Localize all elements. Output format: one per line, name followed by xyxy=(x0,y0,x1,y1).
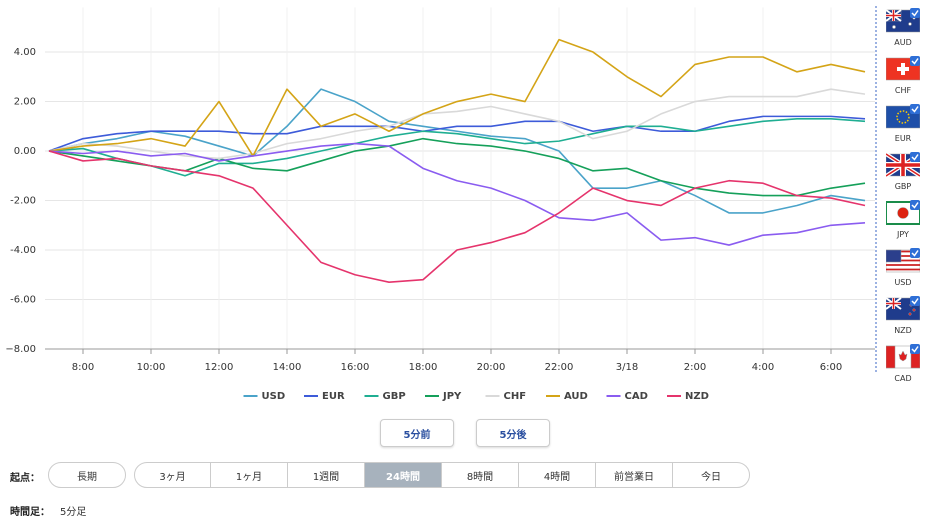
series-line xyxy=(48,88,866,214)
series-line xyxy=(48,142,866,246)
legend-label: AUD xyxy=(564,391,588,402)
y-tick-label: -2.00 xyxy=(10,196,36,207)
x-tick-label: 3/18 xyxy=(616,362,638,373)
start-option[interactable]: 8時間 xyxy=(441,462,519,488)
series-line xyxy=(48,137,866,197)
y-tick-label: 0.00 xyxy=(14,146,36,157)
flag-icon xyxy=(885,104,921,129)
flag-icon xyxy=(885,200,921,225)
currency-toggle[interactable]: AUD xyxy=(885,8,921,47)
currency-toggle[interactable]: CHF xyxy=(885,56,921,95)
flag-icon xyxy=(885,8,921,33)
nav-button[interactable]: 5分前 xyxy=(380,419,454,447)
currency-label: AUD xyxy=(894,38,912,47)
legend-label: EUR xyxy=(322,391,345,402)
currency-label: CAD xyxy=(894,374,912,383)
start-option[interactable]: 4時間 xyxy=(518,462,596,488)
x-tick-label: 6:00 xyxy=(820,362,842,373)
series-line xyxy=(48,88,866,160)
series-line xyxy=(48,38,866,157)
timeframe-label: 時間足： xyxy=(10,507,50,518)
flag-icon xyxy=(885,296,921,321)
start-option[interactable]: 3ヶ月 xyxy=(134,462,211,488)
legend-label: JPY xyxy=(442,391,462,402)
series-line xyxy=(48,150,866,283)
flag-icon xyxy=(885,248,921,273)
currency-toggle[interactable]: USD xyxy=(885,248,921,287)
y-tick-label: -4.00 xyxy=(10,245,36,256)
x-tick-label: 12:00 xyxy=(205,362,234,373)
y-tick-label: 4.00 xyxy=(14,47,36,58)
timeframe-value: 5分足 xyxy=(60,507,87,518)
currency-label: CHF xyxy=(894,86,912,95)
currency-label: EUR xyxy=(894,134,912,143)
y-tick-label: 2.00 xyxy=(14,97,36,108)
x-tick-label: 8:00 xyxy=(72,362,94,373)
currency-toggle[interactable]: NZD xyxy=(885,296,921,335)
start-option[interactable]: 今日 xyxy=(672,462,750,488)
legend-label: CAD xyxy=(625,391,648,402)
legend-label: NZD xyxy=(685,391,709,402)
legend-label: USD xyxy=(262,391,286,402)
currency-label: GBP xyxy=(894,182,912,191)
y-tick-label: -6.00 xyxy=(10,295,36,306)
currency-toggle[interactable]: EUR xyxy=(885,104,921,143)
start-label: 起点： xyxy=(10,473,40,484)
start-option[interactable]: 24時間 xyxy=(364,462,442,488)
currency-label: USD xyxy=(894,278,912,287)
x-tick-label: 20:00 xyxy=(477,362,506,373)
flag-icon xyxy=(885,56,921,81)
flag-icon xyxy=(884,152,922,178)
x-tick-label: 14:00 xyxy=(273,362,302,373)
x-tick-label: 22:00 xyxy=(545,362,574,373)
start-option[interactable]: 1ヶ月 xyxy=(210,462,288,488)
nav-button[interactable]: 5分後 xyxy=(476,419,550,447)
legend-label: CHF xyxy=(504,391,527,402)
start-option[interactable]: 1週間 xyxy=(287,462,365,488)
series-line xyxy=(48,118,866,177)
y-tick-label: −8.00 xyxy=(5,344,36,355)
legend-label: GBP xyxy=(383,391,406,402)
x-tick-label: 18:00 xyxy=(409,362,438,373)
chart: 4.00 2.00 0.00 -2.00 -4.00 -6.00 −8.00 8:00 10:0… xyxy=(5,6,877,402)
currency-label: NZD xyxy=(894,326,912,335)
flag-icon xyxy=(885,344,921,369)
x-tick-label: 10:00 xyxy=(137,362,166,373)
long-term-button[interactable]: 長期 xyxy=(48,462,126,488)
currency-toggle[interactable]: CAD xyxy=(885,344,921,383)
series-line xyxy=(48,115,866,152)
start-option[interactable]: 前営業日 xyxy=(595,462,673,488)
currency-toggle[interactable]: JPY xyxy=(885,200,921,239)
x-tick-label: 4:00 xyxy=(752,362,774,373)
currency-label: JPY xyxy=(897,230,909,239)
x-tick-label: 16:00 xyxy=(341,362,370,373)
currency-toggle[interactable]: GBP xyxy=(884,152,922,191)
x-tick-label: 2:00 xyxy=(684,362,706,373)
